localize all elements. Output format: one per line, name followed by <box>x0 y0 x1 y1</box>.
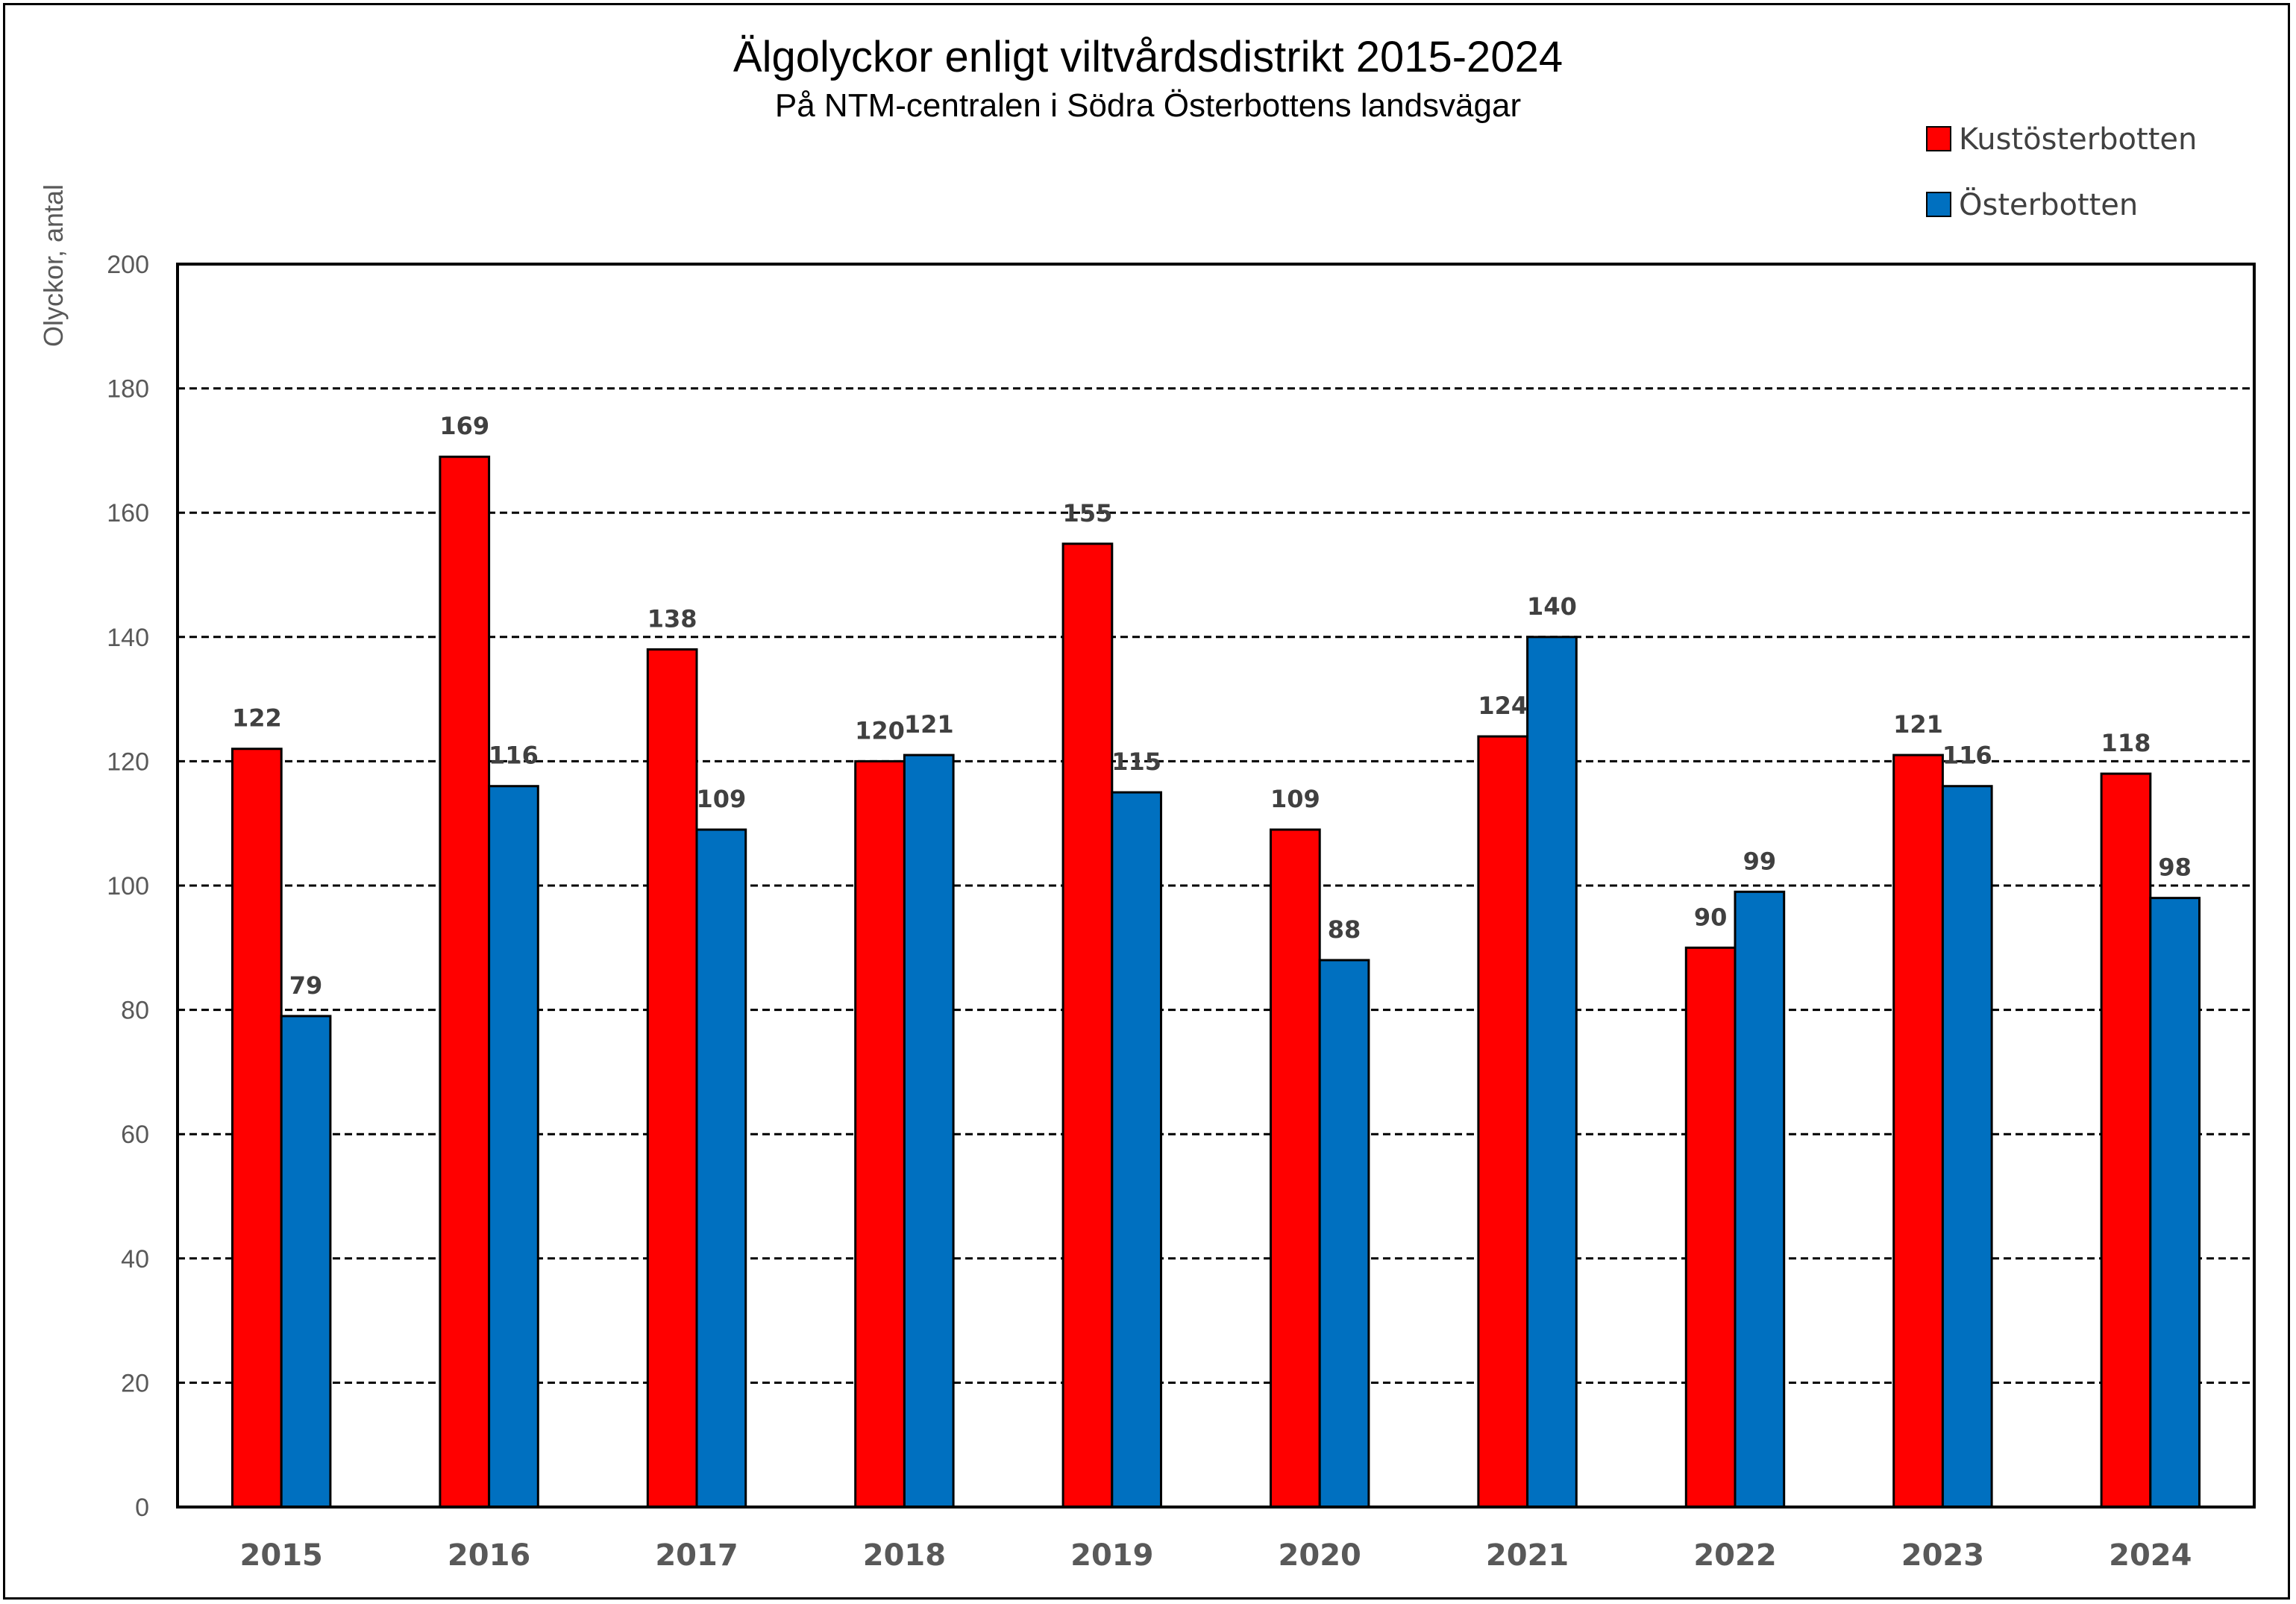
y-axis-label: Olyckor, antal <box>38 184 69 347</box>
data-label: 124 <box>1478 692 1528 720</box>
y-tick-label: 80 <box>121 997 149 1025</box>
y-tick-label: 180 <box>107 375 149 404</box>
bar-kustosterbotten <box>1269 828 1321 1509</box>
y-tick-label: 20 <box>121 1369 149 1397</box>
chart-subtitle: På NTM-centralen i Södra Österbottens la… <box>775 87 1521 124</box>
data-label: 88 <box>1328 915 1361 944</box>
y-axis-ticks: 0 20 40 60 80 100 120 140 160 180 200 <box>107 251 149 1522</box>
x-tick-label: 2016 <box>448 1538 530 1573</box>
bar-osterbotten <box>1318 959 1370 1509</box>
data-label: 120 <box>855 716 905 745</box>
plot-area <box>176 263 2256 1509</box>
bar-osterbotten <box>1111 791 1163 1509</box>
bar-osterbotten <box>1526 636 1578 1509</box>
data-label: 98 <box>2158 853 2192 882</box>
data-label: 116 <box>489 742 539 770</box>
bar-osterbotten <box>280 1015 332 1509</box>
legend-label: Kustösterbotten <box>1959 122 2197 157</box>
x-tick-label: 2021 <box>1486 1538 1569 1573</box>
data-label: 140 <box>1527 592 1577 621</box>
bar-kustosterbotten <box>1684 946 1737 1509</box>
bar-osterbotten <box>695 828 747 1509</box>
y-tick-label: 40 <box>121 1245 149 1274</box>
bars <box>230 455 2201 1509</box>
x-tick-label: 2018 <box>863 1538 946 1573</box>
bar-kustosterbotten <box>854 759 906 1509</box>
legend-swatch <box>1926 192 1951 217</box>
x-axis-ticks: 2015 2016 2017 2018 2019 2020 2021 2022 2023 2024 <box>240 1538 2192 1573</box>
data-label: 115 <box>1111 748 1161 776</box>
bar-kustosterbotten <box>1477 735 1529 1509</box>
y-tick-label: 60 <box>121 1121 149 1149</box>
bar-kustosterbotten <box>646 648 698 1509</box>
x-tick-label: 2023 <box>1901 1538 1984 1573</box>
x-tick-label: 2015 <box>240 1538 323 1573</box>
y-tick-label: 100 <box>107 872 149 900</box>
bar-kustosterbotten <box>230 748 283 1509</box>
data-label: 169 <box>439 412 489 440</box>
y-tick-label: 120 <box>107 748 149 776</box>
legend-swatch <box>1926 126 1951 151</box>
bar-osterbotten <box>903 754 955 1509</box>
y-tick-label: 0 <box>135 1494 149 1522</box>
bar-kustosterbotten <box>2100 772 2152 1509</box>
data-label: 118 <box>2101 729 2151 757</box>
data-label: 122 <box>232 704 282 733</box>
x-tick-label: 2022 <box>1693 1538 1776 1573</box>
chart-title: Älgolyckor enligt viltvårdsdistrikt 2015… <box>733 33 1563 81</box>
data-label: 121 <box>1893 710 1943 739</box>
bar-osterbotten <box>1941 785 1993 1509</box>
data-label: 109 <box>1270 785 1320 813</box>
bar-kustosterbotten <box>439 455 491 1509</box>
x-tick-label: 2020 <box>1279 1538 1361 1573</box>
data-label: 109 <box>696 785 746 813</box>
data-label: 79 <box>289 971 323 1000</box>
bar-osterbotten <box>488 785 539 1509</box>
data-label: 90 <box>1694 903 1728 931</box>
data-labels: 1227916911613810912012115511510988124140… <box>232 412 2192 1000</box>
x-tick-label: 2017 <box>655 1538 738 1573</box>
legend-label: Österbotten <box>1959 187 2138 222</box>
data-label: 155 <box>1063 499 1113 527</box>
bar-osterbotten <box>1734 890 1786 1509</box>
data-label: 138 <box>647 604 697 633</box>
y-tick-label: 160 <box>107 499 149 527</box>
bar-kustosterbotten <box>1061 542 1114 1509</box>
data-label: 121 <box>904 710 954 739</box>
legend: Kustösterbotten Österbotten <box>1926 122 2197 222</box>
x-tick-label: 2024 <box>2109 1538 2192 1573</box>
bar-kustosterbotten <box>1892 754 1944 1509</box>
data-label: 99 <box>1743 847 1777 875</box>
x-tick-label: 2019 <box>1070 1538 1153 1573</box>
data-label: 116 <box>1942 742 1992 770</box>
y-tick-label: 140 <box>107 624 149 652</box>
bar-osterbotten <box>2149 897 2201 1509</box>
y-tick-label: 200 <box>107 251 149 279</box>
